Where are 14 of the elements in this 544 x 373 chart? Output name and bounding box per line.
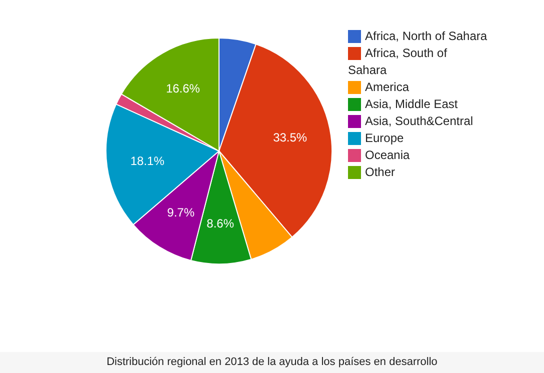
legend-label: Asia, Middle East <box>365 97 458 111</box>
legend-label: Asia, South&Central <box>365 114 474 128</box>
legend-label: Oceania <box>365 148 410 162</box>
legend-label: Europe <box>365 131 404 145</box>
data-label: 16.6% <box>166 81 200 96</box>
text: Distribución regional en 2013 de la ayuda a los países en desarrollo <box>0 352 544 373</box>
legend-label: America <box>365 80 410 94</box>
legend-label: Other <box>365 165 396 179</box>
legend-label: Africa, South of Sahara <box>348 46 448 77</box>
data-label: 9.7% <box>167 205 195 220</box>
data-label: 18.1% <box>130 154 165 168</box>
data-label: 8.6% <box>206 216 234 230</box>
data-label: 33.5% <box>273 130 308 145</box>
legend-label: Africa, North of Sahara <box>365 29 488 43</box>
